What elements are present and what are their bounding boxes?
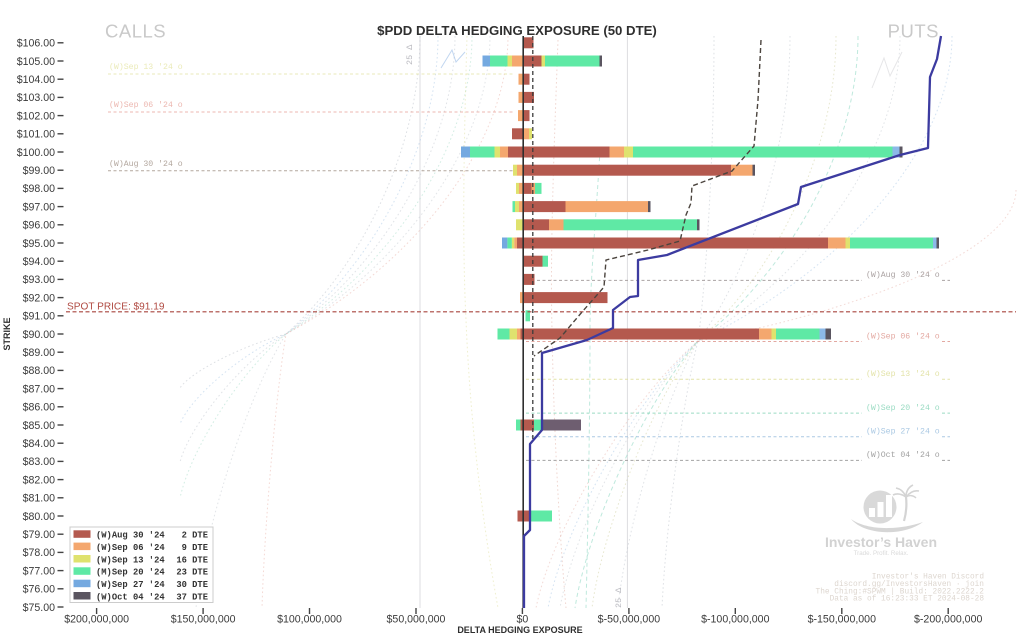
svg-text:$99.00: $99.00 (23, 165, 56, 177)
svg-text:2 DTE: 2 DTE (182, 531, 208, 541)
svg-text:(W)Sep 06 '24 o: (W)Sep 06 '24 o (109, 100, 183, 110)
svg-text:$200,000,000: $200,000,000 (64, 614, 129, 626)
svg-text:$PDD DELTA HEDGING EXPOSURE (5: $PDD DELTA HEDGING EXPOSURE (50 DTE) (377, 23, 657, 38)
svg-text:(W)Aug 30 '24 o: (W)Aug 30 '24 o (109, 159, 183, 169)
svg-text:(W)Sep 20 '24 o: (W)Sep 20 '24 o (866, 403, 940, 413)
svg-text:$84.00: $84.00 (23, 438, 56, 450)
svg-text:$97.00: $97.00 (23, 201, 56, 213)
svg-text:30 DTE: 30 DTE (176, 580, 208, 590)
svg-text:$93.00: $93.00 (23, 274, 56, 286)
svg-text:(W)Sep 06 '24: (W)Sep 06 '24 (96, 543, 165, 553)
svg-text:$-200,000,000: $-200,000,000 (914, 614, 982, 626)
svg-text:$-100,000,000: $-100,000,000 (701, 614, 769, 626)
svg-text:$98.00: $98.00 (23, 183, 56, 195)
svg-text:$83.00: $83.00 (23, 456, 56, 468)
svg-text:$77.00: $77.00 (23, 565, 56, 577)
svg-text:$104.00: $104.00 (17, 74, 55, 86)
svg-text:$150,000,000: $150,000,000 (171, 614, 236, 626)
svg-text:$81.00: $81.00 (23, 493, 56, 505)
svg-text:$103.00: $103.00 (17, 92, 55, 104)
svg-text:25 Δ: 25 Δ (405, 44, 415, 65)
svg-text:$79.00: $79.00 (23, 529, 56, 541)
svg-text:(W)Sep 27 '24: (W)Sep 27 '24 (96, 580, 165, 590)
svg-text:Trade. Profit. Relax.: Trade. Profit. Relax. (854, 550, 909, 557)
svg-text:16 DTE: 16 DTE (176, 555, 208, 565)
svg-text:$50,000,000: $50,000,000 (387, 614, 446, 626)
svg-text:$95.00: $95.00 (23, 238, 56, 250)
svg-text:Investor’s Haven: Investor’s Haven (825, 534, 937, 550)
svg-text:$0: $0 (517, 614, 529, 626)
svg-text:(W)Sep 13 '24: (W)Sep 13 '24 (96, 555, 165, 565)
svg-text:$86.00: $86.00 (23, 402, 56, 414)
svg-text:(W)Aug 30 '24: (W)Aug 30 '24 (96, 531, 165, 541)
svg-text:$92.00: $92.00 (23, 292, 56, 304)
svg-text:The Ching:#SPWM | Build: 2022.: The Ching:#SPWM | Build: 2022.2222.2 (816, 588, 985, 596)
svg-text:(W)Sep 06 '24 o: (W)Sep 06 '24 o (866, 331, 940, 341)
svg-text:$91.00: $91.00 (23, 311, 56, 323)
svg-text:$89.00: $89.00 (23, 347, 56, 359)
svg-text:$94.00: $94.00 (23, 256, 56, 268)
svg-text:SPOT PRICE: $91.19: SPOT PRICE: $91.19 (67, 302, 165, 313)
svg-text:$75.00: $75.00 (23, 602, 56, 614)
svg-text:$80.00: $80.00 (23, 511, 56, 523)
svg-text:(W)Oct 04 '24 o: (W)Oct 04 '24 o (866, 450, 940, 460)
svg-text:$87.00: $87.00 (23, 383, 56, 395)
svg-text:$90.00: $90.00 (23, 329, 56, 341)
svg-text:$-50,000,000: $-50,000,000 (598, 614, 661, 626)
svg-text:STRIKE: STRIKE (2, 317, 12, 350)
svg-text:(M)Sep 20 '24: (M)Sep 20 '24 (96, 568, 165, 578)
svg-text:$106.00: $106.00 (17, 38, 55, 50)
svg-text:$85.00: $85.00 (23, 420, 56, 432)
svg-text:(W)Sep 27 '24 o: (W)Sep 27 '24 o (866, 427, 940, 437)
svg-text:$82.00: $82.00 (23, 474, 56, 486)
svg-text:$76.00: $76.00 (23, 584, 56, 596)
svg-text:$100,000,000: $100,000,000 (277, 614, 342, 626)
svg-text:(W)Aug 30 '24 o: (W)Aug 30 '24 o (866, 270, 940, 280)
svg-text:$88.00: $88.00 (23, 365, 56, 377)
svg-text:$-150,000,000: $-150,000,000 (808, 614, 876, 626)
svg-text:CALLS: CALLS (105, 21, 166, 42)
svg-text:PUTS: PUTS (888, 21, 939, 42)
svg-text:(W)Oct 04 '24: (W)Oct 04 '24 (96, 592, 165, 602)
svg-text:DELTA HEDGING EXPOSURE: DELTA HEDGING EXPOSURE (457, 625, 582, 635)
svg-text:(W)Sep 13 '24 o: (W)Sep 13 '24 o (109, 62, 183, 72)
svg-text:$78.00: $78.00 (23, 547, 56, 559)
svg-text:$102.00: $102.00 (17, 110, 55, 122)
svg-text:$101.00: $101.00 (17, 129, 55, 141)
svg-text:$105.00: $105.00 (17, 56, 55, 68)
svg-text:(W)Sep 13 '24 o: (W)Sep 13 '24 o (866, 369, 940, 379)
svg-text:23 DTE: 23 DTE (176, 568, 208, 578)
svg-text:Data as of 16:23:33 ET 2024-08: Data as of 16:23:33 ET 2024-08-28 (830, 596, 985, 604)
svg-text:Investor's Haven Discord: Investor's Haven Discord (872, 574, 984, 582)
svg-text:discord.gg/InvestorsHaven · jo: discord.gg/InvestorsHaven · join (834, 581, 984, 589)
svg-text:$100.00: $100.00 (17, 147, 55, 159)
svg-text:37 DTE: 37 DTE (176, 592, 208, 602)
svg-text:$96.00: $96.00 (23, 220, 56, 232)
svg-text:9 DTE: 9 DTE (182, 543, 208, 553)
